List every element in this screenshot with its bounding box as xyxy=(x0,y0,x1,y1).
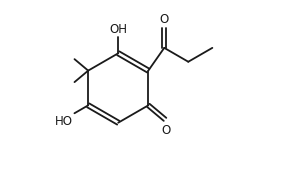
Text: OH: OH xyxy=(109,23,127,36)
Text: HO: HO xyxy=(54,115,72,128)
Text: O: O xyxy=(161,124,171,137)
Text: O: O xyxy=(159,13,169,26)
